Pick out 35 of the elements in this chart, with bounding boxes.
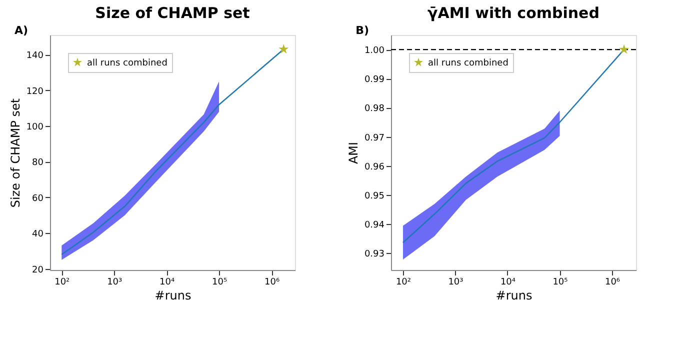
legend-label: all runs combined <box>428 58 508 68</box>
y-tick-label: 100 <box>26 122 44 132</box>
x-tick-label: 10⁶ <box>264 278 280 288</box>
y-tick-label: 1.00 <box>364 46 385 56</box>
x-axis-title: #runs <box>154 288 192 302</box>
text: A) <box>14 24 28 37</box>
y-tick-label: 0.99 <box>364 75 385 86</box>
x-tick-label: 10² <box>396 278 412 288</box>
x-tick-label: 10³ <box>448 278 464 288</box>
x-tick-label: 10⁶ <box>604 278 620 288</box>
y-tick-label: 0.96 <box>364 162 385 172</box>
y-tick-label: 20 <box>32 265 44 276</box>
x-tick-label: 10⁴ <box>160 278 176 288</box>
x-tick-label: 10⁵ <box>212 278 228 288</box>
x-tick-label: 10⁵ <box>552 278 568 288</box>
y-tick-label: 0.97 <box>364 133 384 144</box>
y-tick-label: 120 <box>26 86 44 97</box>
x-tick-label: 10³ <box>107 278 123 288</box>
legend-label: all runs combined <box>87 58 168 68</box>
y-tick-label: 40 <box>32 230 44 240</box>
y-tick-label: 0.93 <box>364 250 384 260</box>
y-tick-label: 0.94 <box>364 220 385 231</box>
x-tick-label: 10² <box>54 278 70 288</box>
y-tick-label: 60 <box>32 194 44 204</box>
chart-title: γ̄AMI with combined <box>428 4 600 22</box>
y-tick-label: 0.95 <box>364 191 384 202</box>
text: B) <box>356 24 369 37</box>
y-tick-label: 0.98 <box>364 104 385 114</box>
x-axis-title: #runs <box>496 288 532 302</box>
y-axis-title: Size of CHAMP set <box>8 98 22 208</box>
y-axis-title: AMI <box>346 142 360 164</box>
x-tick-label: 10⁴ <box>500 278 516 288</box>
y-tick-label: 140 <box>26 51 44 62</box>
chart-title: Size of CHAMP set <box>95 4 250 22</box>
y-tick-label: 80 <box>32 158 44 168</box>
